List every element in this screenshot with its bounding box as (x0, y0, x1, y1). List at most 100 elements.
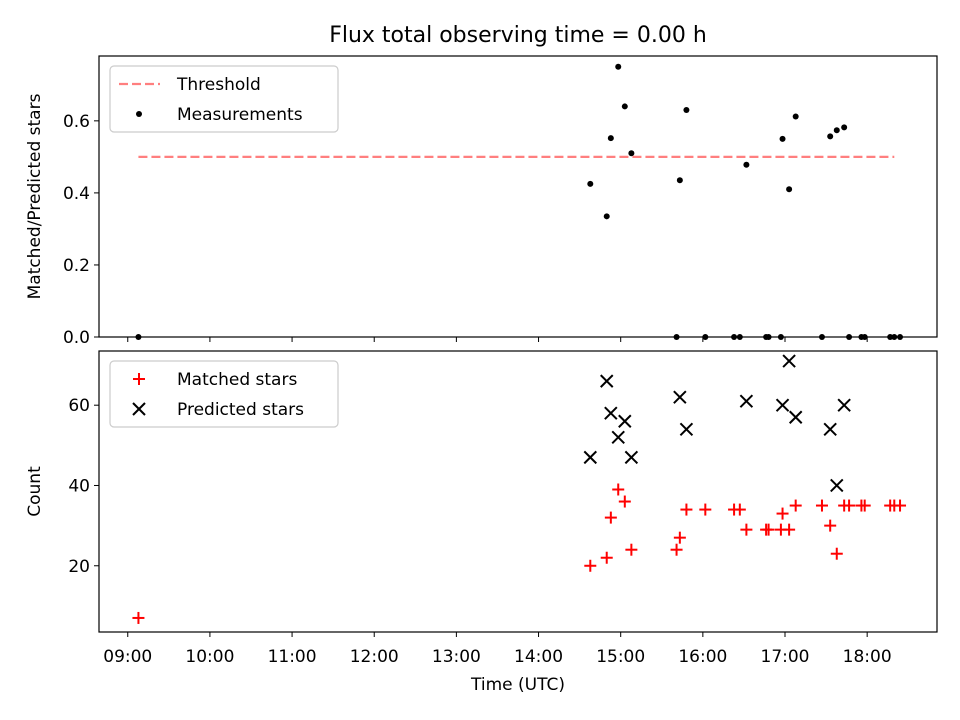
x-tick-label: 12:00 (350, 647, 399, 667)
measurement-point (607, 135, 614, 142)
matched-stars-point (600, 551, 613, 564)
measurement-point (683, 107, 690, 114)
predicted-stars-point (618, 414, 632, 428)
measurement-point (621, 103, 628, 110)
predicted-stars-point (823, 422, 837, 436)
y-tick-label: 20 (68, 557, 90, 577)
top-panel: 0.0 0.2 0.4 0.6 Matched/Predicted stars Thres… (25, 55, 938, 348)
matched-stars-point (815, 499, 828, 512)
matched-stars-point (604, 511, 617, 524)
predicted-stars-point (611, 430, 625, 445)
x-b (775, 398, 790, 412)
x-tick-label: 13:00 (432, 647, 481, 667)
predicted-stars-point (837, 398, 851, 412)
x-tick-label: 10:00 (185, 647, 234, 667)
matched-stars-point (625, 543, 638, 556)
y-tick-label: 0.2 (63, 256, 90, 276)
matched-stars-point (699, 503, 712, 516)
x-b (624, 450, 639, 465)
legend-label: Predicted stars (177, 400, 304, 420)
x-tick-label: 16:00 (678, 647, 727, 667)
x-b (788, 410, 803, 424)
matched-stars-point (783, 523, 796, 536)
measurement-point (743, 161, 750, 168)
measurement-point (833, 127, 840, 134)
legend-measurements-swatch (136, 111, 142, 117)
legend-predicted-swatch-b (132, 402, 146, 416)
predicted-stars-point (604, 406, 618, 420)
measurement-point (628, 150, 635, 157)
y-tick-label: 0.6 (63, 112, 90, 132)
chart-title: Flux total observing time = 0.00 h (329, 23, 707, 48)
measurement-point (792, 113, 799, 120)
predicted-stars-point (679, 422, 694, 436)
y-tick-label: 0.0 (63, 328, 90, 348)
measurement-point (841, 124, 848, 131)
x-tick-label: 09:00 (103, 647, 152, 667)
predicted-stars-point (673, 390, 687, 404)
predicted-stars-point (583, 450, 598, 465)
measurement-point (827, 133, 834, 140)
legend-label: Threshold (176, 75, 261, 95)
x-b (823, 422, 837, 436)
x-axis-label: Time (UTC) (470, 675, 565, 695)
x-b (618, 414, 632, 428)
matched-stars-point (132, 611, 145, 624)
legend-box (109, 65, 339, 133)
x-b (830, 478, 844, 493)
x-b (739, 394, 754, 408)
matched-stars-point (858, 499, 871, 512)
predicted-stars-point (624, 450, 639, 465)
matched-stars-point (584, 559, 597, 572)
y-tick-label: 40 (68, 476, 90, 496)
x-b (837, 398, 851, 412)
measurement-point (779, 135, 786, 142)
predicted-stars-point (775, 398, 790, 412)
matched-stars-point (776, 507, 789, 520)
x-b (583, 450, 598, 465)
measurement-point (676, 177, 683, 184)
x-b (679, 422, 694, 436)
predicted-stars-point (788, 410, 803, 424)
x-tick-label: 14:00 (514, 647, 563, 667)
x-b (611, 430, 625, 445)
matched-stars-point (733, 503, 746, 516)
x-b (600, 374, 614, 388)
matched-stars-point (762, 523, 775, 536)
x-b (604, 406, 618, 420)
matched-stars-point (830, 547, 843, 560)
y-tick-label: 60 (68, 396, 90, 416)
x-tick-label: 11:00 (268, 647, 317, 667)
matched-stars-point (740, 523, 753, 536)
matched-stars-point (680, 503, 693, 516)
measurement-point (603, 213, 610, 220)
legend-label: Matched stars (177, 370, 297, 390)
x-b (673, 390, 687, 404)
x-tick-label: 18:00 (843, 647, 892, 667)
y-axis-label: Matched/Predicted stars (25, 93, 45, 299)
matched-stars-point (618, 495, 631, 508)
y-tick-label: 0.4 (63, 184, 90, 204)
x-b (782, 354, 796, 368)
x-tick-label: 15:00 (596, 647, 645, 667)
matched-stars-point (789, 499, 802, 512)
predicted-stars-point (782, 354, 796, 368)
y-axis-label: Count (25, 466, 45, 517)
predicted-stars-point (739, 394, 754, 408)
measurement-point (786, 186, 793, 193)
predicted-stars-point (830, 478, 844, 493)
matched-stars-point (612, 483, 625, 496)
measurement-point (615, 63, 622, 70)
axes-frame (98, 55, 938, 338)
axes-frame (98, 350, 938, 633)
x-tick-label: 17:00 (761, 647, 810, 667)
matched-stars-point (824, 519, 837, 532)
matched-stars-point (894, 499, 907, 512)
measurement-point (587, 180, 594, 187)
legend-label: Measurements (177, 105, 303, 125)
matched-stars-point (843, 499, 856, 512)
predicted-stars-point (600, 374, 614, 388)
legend-box (109, 360, 339, 428)
bottom-panel: 20 40 60 09:00 10:00 11:00 12:00 13:00 14:00 15:0… (25, 350, 938, 695)
